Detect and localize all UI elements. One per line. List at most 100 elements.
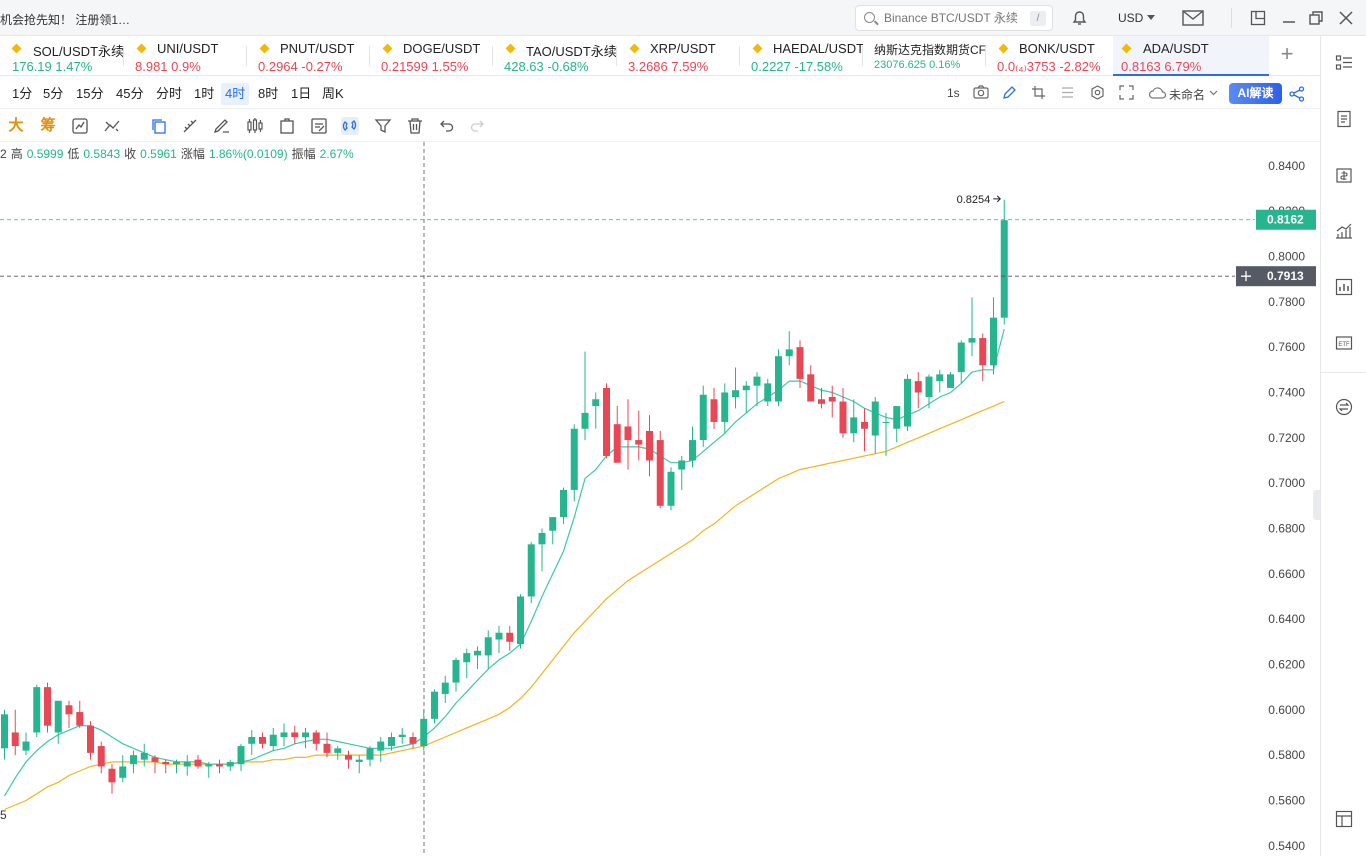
magnet-icon[interactable] xyxy=(341,117,359,135)
search-box[interactable]: / xyxy=(855,5,1053,31)
list-icon[interactable] xyxy=(1060,85,1075,100)
layout-name[interactable]: 未命名 xyxy=(1169,88,1206,102)
ticker-tab[interactable]: XRP/USDT 3.2686 7.59% xyxy=(617,36,740,76)
y-tick-label: 0.7400 xyxy=(1268,385,1305,399)
restore-icon[interactable] xyxy=(1308,10,1324,26)
y-tick-label: 0.7600 xyxy=(1268,340,1305,354)
bar-chart-icon[interactable] xyxy=(1335,278,1353,296)
pen-icon[interactable] xyxy=(1002,85,1017,100)
candle-body xyxy=(194,759,202,767)
etf-icon[interactable]: ETF xyxy=(1335,334,1353,352)
cloud-icon[interactable] xyxy=(1149,86,1167,99)
binance-icon xyxy=(11,43,22,54)
interval-45m[interactable]: 45分 xyxy=(116,86,144,101)
compare-icon[interactable] xyxy=(71,117,89,135)
chip-distribution-tool[interactable]: 筹 xyxy=(40,117,56,134)
refresh-rate[interactable]: 1s xyxy=(947,86,960,100)
share-icon[interactable] xyxy=(1289,86,1305,102)
candlestick-chart[interactable]: 0.84000.82000.80000.78000.76000.74000.72… xyxy=(0,142,1320,856)
ticker-tab-active[interactable]: ADA/USDT 0.8163 6.79% xyxy=(1113,36,1269,76)
y-tick-label: 0.5400 xyxy=(1268,839,1305,853)
promo-banner[interactable]: 机会抢先知！ 注册领1… xyxy=(0,13,131,27)
close-icon[interactable] xyxy=(1338,10,1354,26)
ruler-icon[interactable] xyxy=(181,117,199,135)
crop-icon[interactable] xyxy=(1031,85,1046,100)
candle-body xyxy=(162,761,170,765)
y-tick-label: 0.6600 xyxy=(1268,567,1305,581)
interval-5m[interactable]: 5分 xyxy=(43,86,64,101)
candle-body xyxy=(914,381,922,393)
interval-8h[interactable]: 8时 xyxy=(258,86,279,101)
settings-icon[interactable] xyxy=(1090,85,1105,100)
brush-icon[interactable] xyxy=(213,117,231,135)
indicator-icon[interactable] xyxy=(103,117,121,135)
mail-icon[interactable] xyxy=(1182,10,1204,26)
document-icon[interactable] xyxy=(1335,110,1353,128)
interval-bar: 1分 5分 15分 45分 分时 1时 4时 8时 1日 周K 1s 未命名 xyxy=(0,77,1320,109)
candle-body xyxy=(968,338,976,343)
ma-fast-line xyxy=(3,328,1005,797)
exchange-icon[interactable] xyxy=(1335,398,1353,416)
y-tick-label: 0.7800 xyxy=(1268,295,1305,309)
ticker-tab[interactable]: PNUT/USDT 0.2964 -0.27% xyxy=(247,36,370,76)
copy-icon[interactable] xyxy=(150,117,168,135)
candle-body xyxy=(656,440,664,506)
interval-15m[interactable]: 15分 xyxy=(76,86,104,101)
ticker-name: UNI/USDT xyxy=(157,41,219,56)
collapse-panel-handle[interactable] xyxy=(1313,490,1321,520)
candle-body xyxy=(689,440,696,461)
ticker-price: 176.19 1.47% xyxy=(12,59,93,74)
candle-body xyxy=(269,734,277,747)
ticker-name: SOL/USDT永续 xyxy=(33,44,124,59)
chevron-down-icon[interactable] xyxy=(1209,90,1218,96)
big-order-tool[interactable]: 大 xyxy=(8,117,24,134)
undo-icon[interactable] xyxy=(437,117,455,135)
fullscreen-icon[interactable] xyxy=(1119,85,1134,100)
ticker-tab[interactable]: DOGE/USDT 0.21599 1.55% xyxy=(370,36,493,76)
ai-analysis-button[interactable]: AI解读 xyxy=(1229,83,1282,104)
interval-timeline[interactable]: 分时 xyxy=(156,86,183,101)
candle-body xyxy=(646,431,653,461)
ticker-tab[interactable]: UNI/USDT 8.981 0.9% xyxy=(124,36,247,76)
candle-body xyxy=(818,399,825,404)
candle-body xyxy=(785,349,793,357)
currency-select[interactable]: USD xyxy=(1118,11,1156,25)
ticker-tab[interactable]: BONK/USDT 0.0₍₄₎3753 -2.82% xyxy=(986,36,1109,76)
candle-body xyxy=(721,392,729,422)
layout-icon[interactable] xyxy=(1335,810,1353,828)
divider xyxy=(369,46,370,66)
interval-4h[interactable]: 4时 xyxy=(221,83,250,105)
redo-icon[interactable] xyxy=(469,117,487,135)
interval-week[interactable]: 周K xyxy=(322,86,344,101)
minimize-icon[interactable] xyxy=(1281,10,1297,26)
search-input[interactable] xyxy=(884,10,1019,26)
clipboard-icon[interactable] xyxy=(278,117,296,135)
ticker-tab[interactable]: HAEDAL/USDT 0.2227 -17.58% xyxy=(740,36,863,76)
note-icon[interactable] xyxy=(310,117,328,135)
wallet-icon[interactable] xyxy=(1335,166,1353,184)
candlestick-icon[interactable] xyxy=(246,117,264,135)
ticker-price: 428.63 -0.68% xyxy=(504,59,589,74)
axis-label-fragment: 5 xyxy=(0,808,7,822)
binance-icon xyxy=(629,43,640,54)
candle-body xyxy=(291,732,299,737)
bell-icon[interactable] xyxy=(1071,9,1088,26)
add-tab-button[interactable]: + xyxy=(1280,41,1294,66)
interval-1m[interactable]: 1分 xyxy=(12,86,33,101)
filter-icon[interactable] xyxy=(374,117,392,135)
trash-icon[interactable] xyxy=(406,117,424,135)
ticker-tab[interactable]: SOL/USDT永续 176.19 1.47% xyxy=(0,36,124,76)
ticker-price: 8.981 0.9% xyxy=(135,59,201,74)
trend-icon[interactable] xyxy=(1335,222,1353,240)
candle-body xyxy=(613,424,621,463)
pin-window-icon[interactable] xyxy=(1250,10,1266,26)
interval-1h[interactable]: 1时 xyxy=(194,86,215,101)
interval-1d[interactable]: 1日 xyxy=(291,86,312,101)
divider xyxy=(616,46,617,66)
amplitude-value: 2.67% xyxy=(319,147,354,161)
ticker-tab[interactable]: TAO/USDT永续 428.63 -0.68% xyxy=(493,36,617,76)
ticker-price: 0.8163 6.79% xyxy=(1121,59,1202,74)
ticker-tab[interactable]: 纳斯达克指数期货CFD 23076.625 0.16% xyxy=(863,36,986,76)
watchlist-icon[interactable] xyxy=(1335,54,1353,72)
camera-icon[interactable] xyxy=(973,85,989,100)
